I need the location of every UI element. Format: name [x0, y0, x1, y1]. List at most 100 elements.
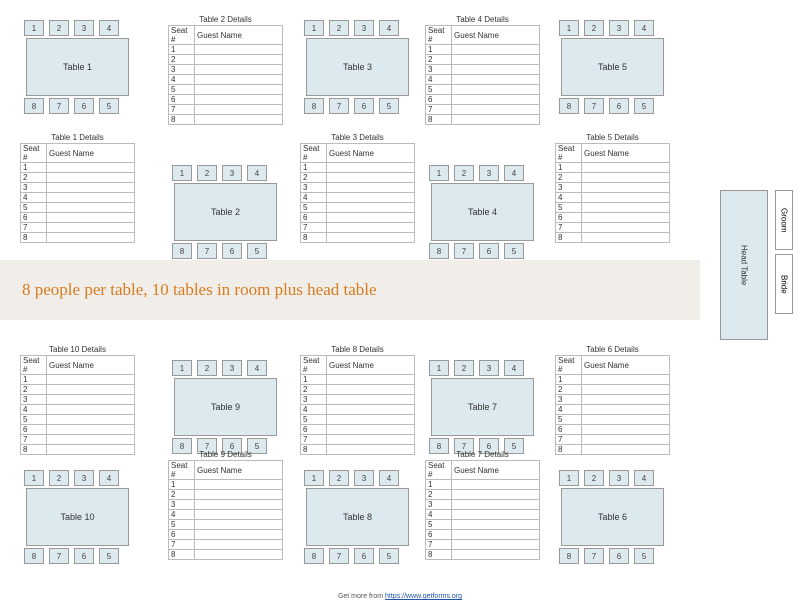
details-row: 8 — [426, 115, 540, 125]
cell-guest-name — [47, 405, 135, 415]
details-row: 4 — [21, 193, 135, 203]
cell-seat-num: 6 — [169, 95, 195, 105]
cell-seat-num: 3 — [426, 500, 452, 510]
cell-seat-num: 1 — [301, 375, 327, 385]
seat-cell: 8 — [429, 243, 449, 259]
cell-seat-num: 3 — [169, 500, 195, 510]
seat-cell: 7 — [454, 243, 474, 259]
details-row: 6 — [169, 95, 283, 105]
details-row: 7 — [426, 105, 540, 115]
details-title: Table 7 Details — [425, 450, 540, 460]
cell-guest-name — [47, 163, 135, 173]
details-row: 7 — [556, 223, 670, 233]
details-row: 2 — [426, 490, 540, 500]
seat-cell: 6 — [354, 548, 374, 564]
cell-seat-num: 2 — [301, 173, 327, 183]
head-table-seats: Groom Bride — [775, 190, 793, 314]
details-row: 1 — [426, 45, 540, 55]
cell-seat-num: 2 — [426, 55, 452, 65]
cell-guest-name — [47, 223, 135, 233]
details-row: 1 — [169, 480, 283, 490]
details-table: Seat #Guest Name12345678 — [555, 355, 670, 455]
cell-guest-name — [452, 480, 540, 490]
details-table: Seat #Guest Name12345678 — [168, 460, 283, 560]
seat-cell: 4 — [379, 20, 399, 36]
head-table: Head Table Groom Bride — [720, 190, 795, 340]
head-table-body: Head Table — [720, 190, 768, 340]
cell-seat-num: 5 — [426, 85, 452, 95]
cell-seat-num: 3 — [169, 65, 195, 75]
cell-seat-num: 7 — [556, 435, 582, 445]
cell-guest-name — [582, 223, 670, 233]
details-row: 2 — [301, 385, 415, 395]
seat-cell: 8 — [304, 548, 324, 564]
cell-guest-name — [452, 65, 540, 75]
cell-guest-name — [327, 163, 415, 173]
cell-guest-name — [195, 490, 283, 500]
cell-guest-name — [327, 375, 415, 385]
cell-seat-num: 7 — [169, 540, 195, 550]
seat-cell: 8 — [304, 98, 324, 114]
details-row: 8 — [169, 550, 283, 560]
table-diagram-2: 1234 Table 2 8765 — [168, 165, 283, 259]
details-row: 1 — [21, 375, 135, 385]
details-row: 3 — [169, 65, 283, 75]
cell-guest-name — [452, 490, 540, 500]
cell-guest-name — [195, 520, 283, 530]
details-row: 4 — [426, 510, 540, 520]
cell-seat-num: 4 — [21, 405, 47, 415]
col-guest: Guest Name — [452, 461, 540, 480]
details-row: 6 — [556, 425, 670, 435]
cell-guest-name — [582, 395, 670, 405]
cell-guest-name — [195, 500, 283, 510]
col-guest: Guest Name — [582, 356, 670, 375]
details-row: 1 — [301, 375, 415, 385]
cell-seat-num: 7 — [426, 105, 452, 115]
cell-seat-num: 1 — [556, 163, 582, 173]
details-row: 8 — [169, 115, 283, 125]
details-table: Seat #Guest Name12345678 — [20, 355, 135, 455]
details-row: 1 — [21, 163, 135, 173]
footer-link[interactable]: https://www.getforms.org — [385, 593, 462, 600]
table-details-3: Table 3 DetailsSeat #Guest Name12345678 — [300, 133, 415, 243]
cell-guest-name — [195, 105, 283, 115]
details-row: 1 — [169, 45, 283, 55]
seat-cell: 5 — [634, 548, 654, 564]
seat-cell: 1 — [429, 360, 449, 376]
details-row: 5 — [556, 415, 670, 425]
seat-cell: 3 — [479, 165, 499, 181]
seat-row-top: 1234 — [300, 470, 415, 486]
details-row: 1 — [426, 480, 540, 490]
details-row: 5 — [21, 203, 135, 213]
details-row: 3 — [556, 395, 670, 405]
details-row: 5 — [426, 520, 540, 530]
details-row: 4 — [556, 405, 670, 415]
cell-guest-name — [327, 435, 415, 445]
seat-cell: 8 — [172, 243, 192, 259]
details-table: Seat #Guest Name12345678 — [168, 25, 283, 125]
cell-guest-name — [582, 213, 670, 223]
details-row: 7 — [301, 223, 415, 233]
cell-guest-name — [327, 445, 415, 455]
cell-seat-num: 1 — [426, 45, 452, 55]
table-body: Table 6 — [561, 488, 664, 546]
seat-row-bottom: 8765 — [555, 548, 670, 564]
details-row: 2 — [21, 385, 135, 395]
col-seat: Seat # — [301, 144, 327, 163]
cell-guest-name — [195, 75, 283, 85]
cell-guest-name — [327, 415, 415, 425]
details-row: 3 — [21, 395, 135, 405]
seat-cell: 3 — [354, 20, 374, 36]
cell-guest-name — [195, 540, 283, 550]
seat-cell: 7 — [197, 243, 217, 259]
seat-cell: 8 — [559, 98, 579, 114]
seat-row-bottom: 8765 — [555, 98, 670, 114]
details-row: 3 — [426, 65, 540, 75]
seat-cell: 7 — [49, 98, 69, 114]
table-diagram-9: 1234 Table 9 8765 — [168, 360, 283, 454]
seat-cell: 2 — [49, 20, 69, 36]
cell-seat-num: 7 — [21, 223, 47, 233]
cell-seat-num: 8 — [426, 115, 452, 125]
cell-seat-num: 1 — [426, 480, 452, 490]
cell-seat-num: 8 — [169, 115, 195, 125]
